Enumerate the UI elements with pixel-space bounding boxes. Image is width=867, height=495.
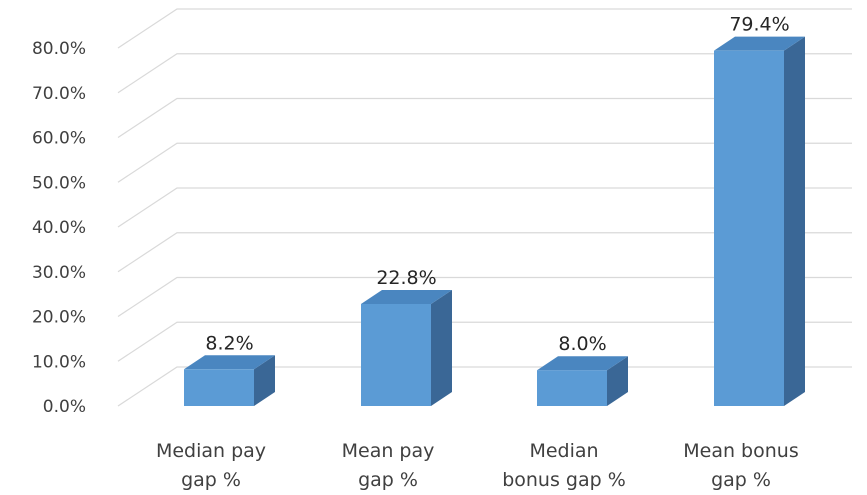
gridline: [117, 53, 852, 94]
bars: [184, 36, 805, 407]
category-label: gap %: [181, 469, 241, 491]
bar: [714, 36, 805, 407]
category-label: Median pay: [156, 440, 266, 462]
y-tick-label: 30.0%: [32, 263, 86, 283]
y-tick-label: 40.0%: [32, 218, 86, 238]
data-label: 22.8%: [376, 267, 436, 289]
bar-front-face: [537, 370, 607, 406]
y-tick-label: 10.0%: [32, 352, 86, 372]
bar-front-face: [714, 50, 784, 407]
data-label: 79.4%: [729, 14, 789, 36]
gridline: [117, 232, 852, 273]
bar-top-face: [361, 289, 452, 304]
bar-side-face: [431, 289, 452, 406]
bar-top-face: [537, 356, 628, 371]
category-label: bonus gap %: [502, 469, 626, 491]
bar: [184, 355, 275, 406]
y-tick-label: 80.0%: [32, 39, 86, 59]
bar-top-face: [184, 355, 275, 370]
category-label: Mean bonus: [683, 440, 798, 462]
gridlines: [117, 8, 852, 407]
y-axis-tick-labels: 0.0% 10.0% 20.0% 30.0% 40.0% 50.0% 60.0% 70.0% 8…: [32, 39, 86, 417]
gridline: [117, 97, 852, 139]
y-tick-label: 0.0%: [43, 397, 86, 417]
gridline: [117, 142, 852, 183]
y-tick-label: 70.0%: [32, 84, 86, 104]
bar-side-face: [254, 355, 275, 406]
category-label: Median: [529, 440, 598, 462]
gridline: [117, 276, 852, 318]
y-tick-label: 20.0%: [32, 308, 86, 328]
category-label: gap %: [358, 469, 418, 491]
gridline: [117, 8, 852, 49]
category-label: Mean pay: [342, 440, 435, 462]
bar-top-face: [714, 36, 805, 51]
data-labels: 8.2% 22.8% 8.0% 79.4%: [205, 14, 789, 356]
bar-front-face: [361, 303, 431, 406]
gridline: [117, 321, 852, 362]
x-axis-category-labels: Median pay gap % Mean pay gap % Median bonus …: [156, 440, 799, 491]
data-label: 8.2%: [205, 332, 253, 354]
bar: [361, 289, 452, 406]
bar-side-face: [784, 36, 805, 407]
category-label: gap %: [711, 469, 771, 491]
data-label: 8.0%: [558, 333, 606, 355]
bar-front-face: [184, 369, 254, 406]
y-tick-label: 60.0%: [32, 129, 86, 149]
y-tick-label: 50.0%: [32, 173, 86, 193]
gridline: [117, 187, 852, 228]
bar-side-face: [607, 356, 628, 406]
bar: [537, 356, 628, 406]
